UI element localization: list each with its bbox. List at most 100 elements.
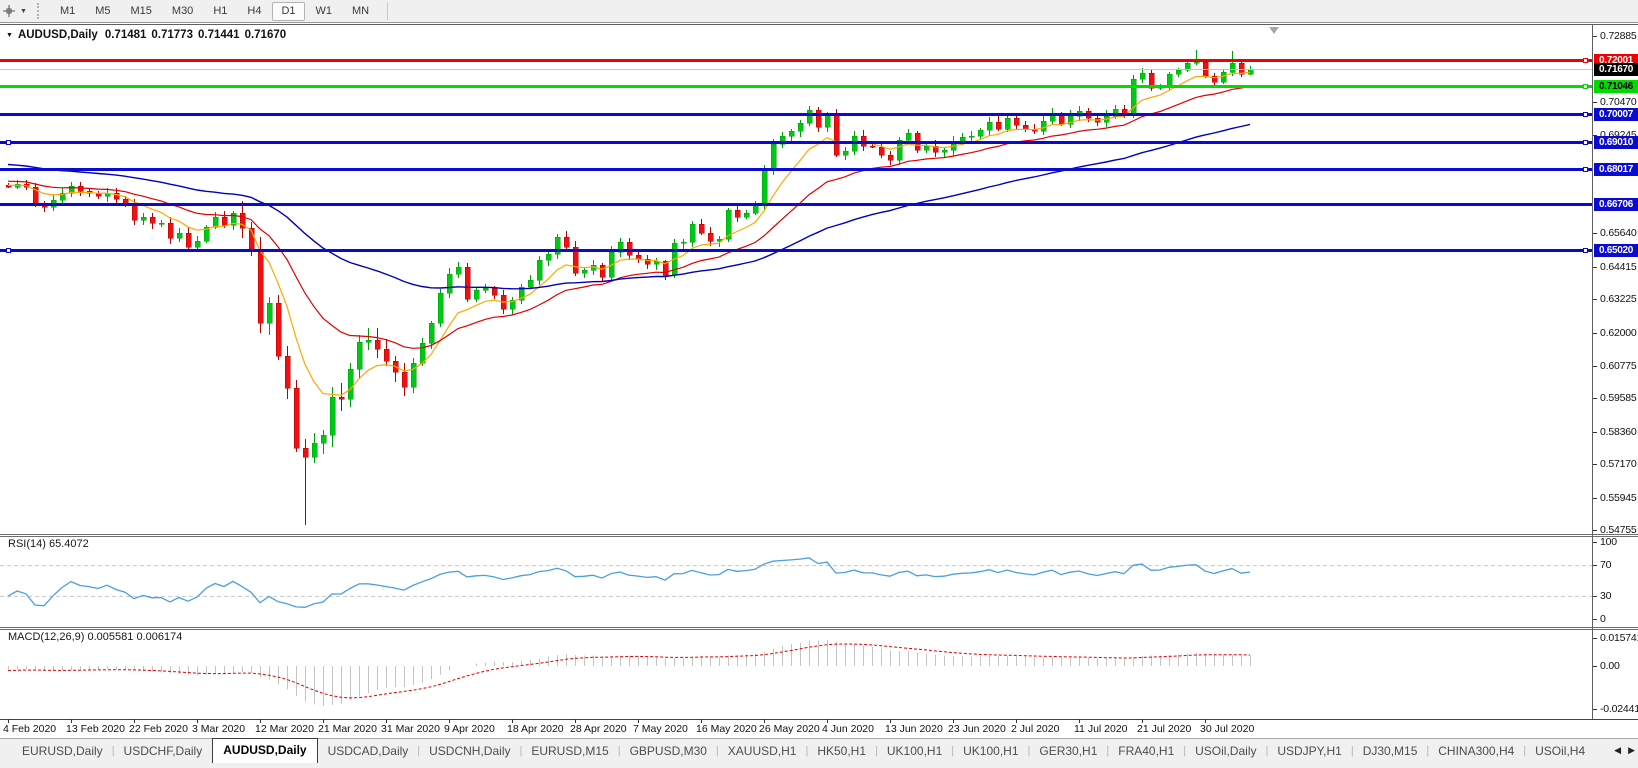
tab-scroll-right-icon[interactable]: ▶ <box>1628 745 1635 755</box>
macd-tick-label: 0.00 <box>1600 660 1620 672</box>
time-tick-mark <box>764 719 765 723</box>
rsi-name: RSI(14) <box>8 538 46 550</box>
pane-separator[interactable] <box>0 627 1638 628</box>
time-tick-mark <box>71 719 72 723</box>
hline-0.69010[interactable] <box>0 141 1592 144</box>
pane-separator[interactable] <box>0 629 1638 630</box>
tab-separator: | <box>1106 745 1110 757</box>
hline-handle-right-0.72001[interactable] <box>1583 58 1588 63</box>
price-tick-label: 0.65640 <box>1600 227 1637 239</box>
caret-down-icon: ▼ <box>20 7 27 15</box>
timeframe-button-H4[interactable]: H4 <box>247 4 262 17</box>
ma-mid-line[interactable] <box>7 85 1251 349</box>
price-line-label-0.71046: 0.71046 <box>1594 80 1638 93</box>
time-tick-mark <box>953 719 954 723</box>
price-line-label-0.66706: 0.66706 <box>1594 198 1638 211</box>
tab-separator: | <box>951 745 955 757</box>
tab-separator: | <box>1183 745 1187 757</box>
price-tick-mark <box>1593 233 1597 234</box>
timeframe-button-W1[interactable]: W1 <box>315 4 333 17</box>
chart-tab-CHINA300-H4[interactable]: CHINA300,H4 <box>1438 743 1515 758</box>
price-axis-line <box>1592 25 1593 719</box>
chart-window[interactable]: ▼ AUDUSD,Daily 0.71481 0.71773 0.71441 0.7167… <box>0 24 1638 738</box>
chart-tab-USOil-Daily[interactable]: USOil,Daily <box>1195 743 1257 758</box>
price-tick-label: 0.58360 <box>1600 426 1637 438</box>
macd-tick-label: 0.015741 <box>1600 632 1638 644</box>
price-tick-label: 0.72885 <box>1600 30 1637 42</box>
hline-0.70007[interactable] <box>0 113 1592 116</box>
chart-tab-USDCAD-Daily[interactable]: USDCAD,Daily <box>327 743 409 758</box>
chart-title: ▼ AUDUSD,Daily 0.71481 0.71773 0.71441 0.7167… <box>6 29 286 41</box>
price-tick-mark <box>1593 267 1597 268</box>
candles-layer <box>5 50 1254 525</box>
chart-tab-GBPUSD-M30[interactable]: GBPUSD,M30 <box>629 743 707 758</box>
tab-scroll-left-icon[interactable]: ◀ <box>1614 745 1622 755</box>
chart-tab-USOil-H4[interactable]: USOil,H4 <box>1535 743 1586 758</box>
chart-tab-EURUSD-M15[interactable]: EURUSD,M15 <box>531 743 609 758</box>
hline-0.66706[interactable] <box>0 203 1592 206</box>
hlines-layer <box>0 59 1592 252</box>
hline-handle-right-0.65020[interactable] <box>1583 248 1588 253</box>
pane-separator[interactable] <box>0 536 1638 537</box>
rsi-tick-mark <box>1593 565 1597 566</box>
chart-tab-UK100-H1[interactable]: UK100,H1 <box>963 743 1019 758</box>
chart-tab-USDJPY-H1[interactable]: USDJPY,H1 <box>1277 743 1342 758</box>
ma-slow-line[interactable] <box>7 123 1251 290</box>
ma-fast-line[interactable] <box>7 71 1251 396</box>
chart-tabs: EURUSD,Daily | USDCHF,Daily AUDUSD,Daily USD… <box>0 738 1595 763</box>
time-tick-label: 31 Mar 2020 <box>381 723 440 735</box>
chart-tab-EURUSD-Daily[interactable]: EURUSD,Daily <box>22 743 103 758</box>
price-tick-mark <box>1593 102 1597 103</box>
chart-shift-marker-icon[interactable] <box>1269 27 1279 34</box>
chart-tab-DJ30-M15[interactable]: DJ30,M15 <box>1362 743 1418 758</box>
hline-0.65020[interactable] <box>0 249 1592 252</box>
hline-handle-left-0.65020[interactable] <box>6 248 11 253</box>
timeframe-button-D1[interactable]: D1 <box>272 1 305 21</box>
pane-separator[interactable] <box>0 534 1638 535</box>
chart-tab-UK100-H1[interactable]: UK100,H1 <box>886 743 943 758</box>
timeframe-button-MN[interactable]: MN <box>352 4 370 17</box>
hline-handle-right-0.68017[interactable] <box>1583 167 1588 172</box>
chart-tab-USDCHF-Daily[interactable]: USDCHF,Daily <box>123 743 203 758</box>
chart-tabs-bar: EURUSD,Daily | USDCHF,Daily AUDUSD,Daily USD… <box>0 738 1638 768</box>
macd-tick-label: -0.024412 <box>1600 703 1638 715</box>
price-tick-mark <box>1593 398 1597 399</box>
time-tick-label: 23 Jun 2020 <box>948 723 1006 735</box>
price-tick-label: 0.60775 <box>1600 360 1637 372</box>
timeframe-button-M5[interactable]: M5 <box>95 4 111 17</box>
macd-value: 0.005581 <box>87 631 134 643</box>
time-tick-mark <box>1079 719 1080 723</box>
time-tick-mark <box>1142 719 1143 723</box>
tab-separator: | <box>417 745 421 757</box>
chart-tab-AUDUSD-Daily[interactable]: AUDUSD,Daily <box>212 738 318 763</box>
hline-0.71046[interactable] <box>0 85 1592 88</box>
crosshair-tool-button[interactable]: ▼ <box>0 1 31 21</box>
price-tick-mark <box>1593 530 1597 531</box>
hline-handle-right-0.71046[interactable] <box>1583 84 1588 89</box>
chart-tab-XAUUSD-H1[interactable]: XAUUSD,H1 <box>727 743 797 758</box>
hline-handle-right-0.70007[interactable] <box>1583 112 1588 117</box>
timeframe-button-H1[interactable]: H1 <box>213 4 228 17</box>
time-tick-label: 21 Mar 2020 <box>318 723 377 735</box>
macd-signal-value: 0.006174 <box>136 631 183 643</box>
chart-tab-USDCNH-Daily[interactable]: USDCNH,Daily <box>429 743 511 758</box>
hline-0.72001[interactable] <box>0 59 1592 62</box>
toolbar-grip-separator <box>36 3 44 19</box>
chart-title-high: 0.71773 <box>151 29 193 41</box>
timeframe-button-M15[interactable]: M15 <box>130 4 152 17</box>
caret-down-icon[interactable]: ▼ <box>6 31 13 39</box>
hline-0.68017[interactable] <box>0 168 1592 171</box>
time-tick-mark <box>386 719 387 723</box>
timeframe-button-M30[interactable]: M30 <box>171 4 194 17</box>
chart-tab-FRA40-H1[interactable]: FRA40,H1 <box>1118 743 1175 758</box>
hline-handle-left-0.69010[interactable] <box>6 140 11 145</box>
hline-handle-right-0.69010[interactable] <box>1583 140 1588 145</box>
chart-title-close: 0.71670 <box>244 29 287 41</box>
chart-tab-HK50-H1[interactable]: HK50,H1 <box>817 743 867 758</box>
timeframe-button-M1[interactable]: M1 <box>59 4 76 17</box>
tab-separator: | <box>519 745 523 757</box>
rsi-tick-label: 30 <box>1600 590 1612 602</box>
price-chart-canvas[interactable] <box>0 25 1592 719</box>
chart-tab-GER30-H1[interactable]: GER30,H1 <box>1039 743 1098 758</box>
time-tick-mark <box>512 719 513 723</box>
